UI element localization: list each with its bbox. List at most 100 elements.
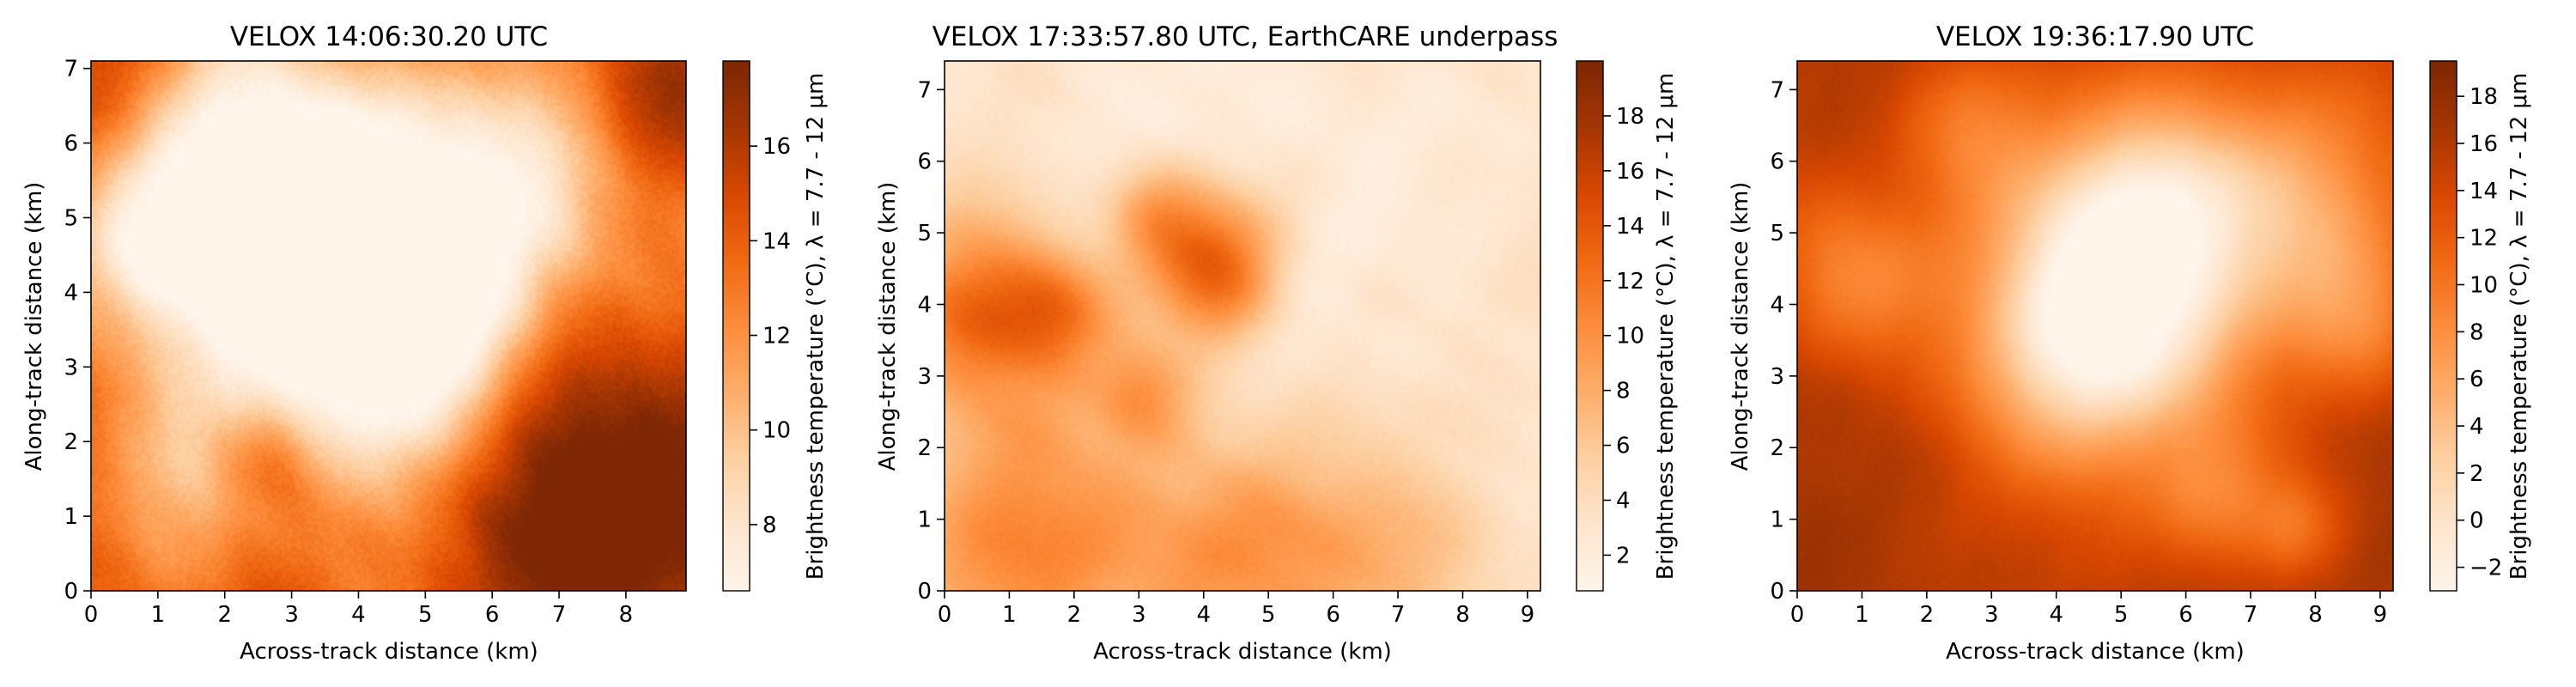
panel-3-colorbar-tick-label: 14 (2470, 179, 2498, 204)
panel-1-xtick-label: 2 (217, 602, 232, 628)
panel-3-heatmap (1797, 61, 2393, 591)
panel-2-ytick-label: 3 (917, 364, 932, 390)
panel-2-xtick-label: 0 (938, 602, 952, 628)
panel-3-colorbar-ticks: −2 0 2 4 6 8 10 12 14 16 18 (2457, 84, 2502, 581)
panel-3-axes-frame (1796, 60, 2394, 592)
panel-1-ytick-label: 4 (64, 280, 78, 306)
panel-1-xtick-label: 3 (284, 602, 299, 628)
panel-2-xtick-label: 9 (1521, 602, 1535, 628)
panel-1-colorbar-frame (722, 60, 750, 592)
panel-2-colorbar-tick-label: 12 (1616, 269, 1644, 295)
panel-2-ytick-label: 7 (917, 77, 932, 103)
panel-3-ylabel: Along-track distance (km) (1728, 182, 1753, 471)
panel-1-xtick-label: 7 (552, 602, 567, 628)
panel-1-xtick-label: 6 (485, 602, 500, 628)
panel-3-ytick-label: 5 (1770, 221, 1784, 246)
panel-2-xtick-label: 1 (1002, 602, 1017, 628)
panel-1-ytick-label: 3 (64, 355, 78, 380)
panel-3-xticks: 0 1 2 3 4 5 6 7 8 9 (1790, 591, 2387, 628)
panel-1-colorbar-tick-label: 16 (762, 134, 791, 160)
panel-2-ytick-label: 0 (917, 579, 932, 605)
panel-1-colorbar-tick-label: 12 (762, 324, 791, 350)
panel-3-xtick-label: 1 (1855, 602, 1869, 628)
panel-3-ytick-label: 0 (1770, 579, 1784, 605)
panel-2-ytick-label: 2 (917, 435, 932, 461)
panel-2-ytick-label: 1 (917, 508, 932, 533)
panel-1-xtick-label: 4 (351, 602, 366, 628)
panel-3-xlabel: Across-track distance (km) (1946, 639, 2245, 665)
panel-2-yticks: 0 1 2 3 4 5 6 7 (917, 77, 945, 605)
panel-2-ytick-label: 6 (917, 149, 932, 175)
panel-2: VELOX 17:33:57.80 UTC, EarthCARE underpa… (875, 21, 1679, 665)
panel-3-xtick-label: 6 (2178, 602, 2193, 628)
panel-1-xtick-label: 8 (619, 602, 634, 628)
panel-2-colorbar-tick-label: 18 (1616, 104, 1644, 130)
panel-3-colorbar (2430, 61, 2457, 591)
panel-1-ytick-label: 5 (64, 205, 78, 231)
panel-1-ytick-label: 2 (64, 429, 78, 455)
panel-1-yticks: 0 1 2 3 4 5 6 7 (64, 57, 91, 605)
panel-2-xtick-label: 4 (1196, 602, 1211, 628)
panel-3-title: VELOX 19:36:17.90 UTC (1936, 21, 2254, 52)
panel-2-heatmap (945, 61, 1540, 591)
panel-2-colorbar (1577, 61, 1603, 591)
panel-1-xtick-label: 5 (418, 602, 433, 628)
panel-2-ylabel: Along-track distance (km) (875, 182, 901, 471)
panel-2-colorbar-tick-label: 10 (1616, 324, 1644, 350)
panel-2-ytick-label: 5 (917, 221, 932, 246)
panel-1-xticks: 0 1 2 3 4 5 6 7 8 (84, 591, 633, 628)
panel-2-xtick-label: 7 (1391, 602, 1406, 628)
panel-3-colorbar-tick-label: 2 (2470, 461, 2484, 487)
panel-3-xtick-label: 9 (2373, 602, 2388, 628)
panel-3-ytick-label: 6 (1770, 149, 1784, 175)
panel-2-xtick-label: 3 (1132, 602, 1146, 628)
panel-2-colorbar-tick-label: 14 (1616, 214, 1644, 240)
panel-3-colorbar-tick-label: 4 (2470, 414, 2484, 440)
panel-1-colorbar-ticks: 8 10 12 14 16 (750, 134, 791, 538)
panel-3-colorbar-tick-label: 18 (2470, 84, 2498, 110)
panel-2-xticks: 0 1 2 3 4 5 6 7 8 9 (938, 591, 1534, 628)
panel-1-colorbar-tick-label: 8 (762, 513, 777, 538)
panel-2-colorbar-tick-label: 2 (1616, 543, 1631, 568)
panel-3-colorbar-tick-label: 6 (2470, 367, 2484, 392)
panel-3-ytick-label: 3 (1770, 364, 1784, 390)
panel-3-colorbar-tick-label: 8 (2470, 319, 2484, 345)
panel-2-colorbar-tick-label: 16 (1616, 159, 1644, 185)
panel-3-colorbar-tick-label: 10 (2470, 273, 2498, 299)
panel-2-xtick-label: 8 (1455, 602, 1470, 628)
panel-3-colorbar-tick-label: −2 (2470, 556, 2502, 581)
panel-3-xtick-label: 2 (1920, 602, 1935, 628)
panel-2-title: VELOX 17:33:57.80 UTC, EarthCARE underpa… (933, 21, 1558, 52)
panel-3-colorbar-tick-label: 0 (2470, 508, 2484, 534)
panel-1-ytick-label: 7 (64, 57, 78, 82)
panel-3-ytick-label: 4 (1770, 292, 1784, 318)
panel-2-colorbar-frame (1576, 60, 1604, 592)
panel-1-xtick-label: 1 (151, 602, 166, 628)
panel-3-xtick-label: 0 (1790, 602, 1805, 628)
panel-2-colorbar-label: Brightness temperature (°C), λ = 7.7 - 1… (1653, 73, 1679, 581)
panel-2-colorbar-tick-label: 6 (1616, 434, 1631, 459)
panel-1-xtick-label: 0 (84, 602, 99, 628)
panel-1-axes-frame (90, 60, 687, 592)
panel-3-colorbar-tick-label: 12 (2470, 226, 2498, 252)
panel-2-xtick-label: 2 (1067, 602, 1082, 628)
panel-3-colorbar-tick-label: 16 (2470, 131, 2498, 157)
panel-1-ylabel: Along-track distance (km) (21, 182, 47, 471)
panel-1-colorbar-tick-label: 14 (762, 228, 791, 254)
panel-3-ytick-label: 2 (1770, 435, 1784, 461)
panel-1-title: VELOX 14:06:30.20 UTC (230, 21, 548, 52)
panel-3-ytick-label: 1 (1770, 508, 1784, 533)
panel-3-xtick-label: 3 (1984, 602, 1999, 628)
panel-2-ytick-label: 4 (917, 292, 932, 318)
panel-3-xtick-label: 4 (2049, 602, 2063, 628)
panel-3-ytick-label: 7 (1770, 77, 1784, 103)
panel-3-colorbar-frame (2429, 60, 2458, 592)
panel-1-heatmap (91, 61, 686, 591)
panel-1-colorbar (723, 61, 750, 591)
panel-1-colorbar-label: Brightness temperature (°C), λ = 7.7 - 1… (803, 73, 829, 581)
panel-1-xlabel: Across-track distance (km) (240, 639, 538, 665)
panel-2-colorbar-tick-label: 8 (1616, 379, 1631, 404)
panel-1-ytick-label: 6 (64, 131, 78, 157)
